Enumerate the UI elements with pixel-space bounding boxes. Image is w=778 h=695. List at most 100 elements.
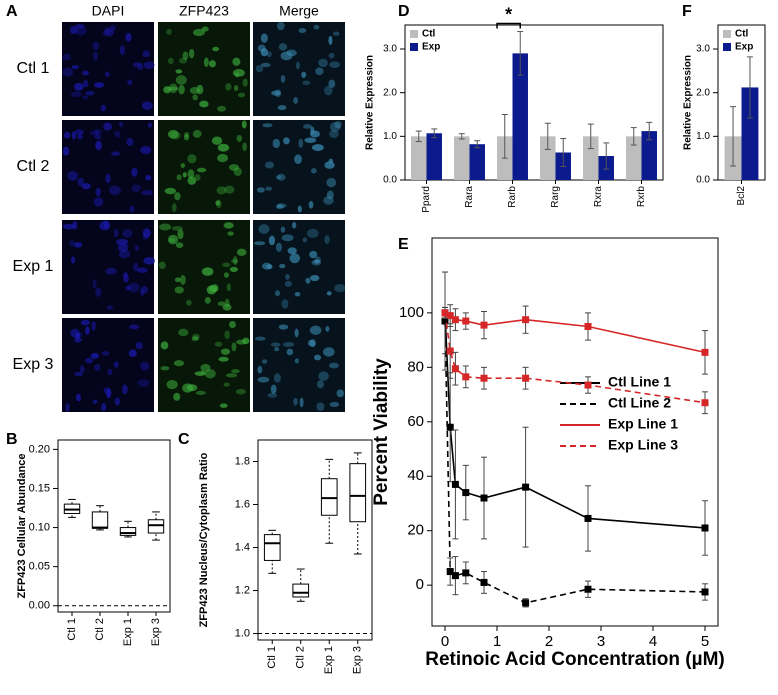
y-tick-label: 3.0	[696, 44, 710, 55]
x-tick-label: Rarg	[550, 186, 561, 208]
cell	[326, 190, 334, 200]
cell	[174, 286, 184, 294]
cell	[170, 131, 181, 140]
cell	[77, 177, 84, 187]
cell	[264, 161, 275, 169]
cell	[128, 349, 137, 357]
cell	[203, 57, 209, 67]
y-tick-label: 1.8	[235, 455, 250, 467]
cell	[223, 382, 230, 387]
y-axis-label: Percent Viability	[371, 358, 392, 506]
cell	[129, 324, 140, 330]
y-tick-label: 1.0	[696, 131, 710, 142]
cell	[310, 339, 316, 348]
cell	[103, 28, 115, 37]
cell	[143, 61, 155, 70]
cell	[328, 79, 336, 89]
y-tick-label: 40	[407, 467, 424, 484]
x-tick-label: Ctl 1	[66, 618, 78, 641]
micrograph	[62, 120, 154, 214]
cell	[302, 237, 308, 243]
cell	[186, 299, 192, 306]
cell	[80, 319, 90, 326]
cell	[309, 250, 318, 259]
cell	[224, 298, 230, 308]
box	[263, 534, 281, 561]
cell	[106, 305, 114, 310]
marker	[522, 483, 530, 491]
cell	[260, 62, 271, 68]
cell	[72, 221, 78, 230]
marker	[701, 588, 709, 596]
marker	[584, 322, 592, 330]
legend-swatch	[723, 43, 731, 51]
cell	[62, 223, 75, 230]
marker	[446, 568, 454, 576]
cell	[69, 26, 78, 35]
x-tick-label: 4	[649, 633, 657, 650]
cell	[178, 84, 185, 95]
cell	[272, 138, 281, 149]
marker	[446, 312, 454, 320]
cell	[174, 192, 181, 201]
cell	[111, 151, 121, 156]
cell	[212, 46, 220, 52]
x-axis-label: Retinoic Acid Concentration (µM)	[425, 649, 724, 670]
cell	[275, 175, 282, 180]
cell	[241, 120, 247, 129]
cell	[182, 383, 194, 393]
cell	[293, 397, 298, 406]
bar	[626, 136, 642, 180]
marker	[446, 347, 454, 355]
cell	[62, 146, 70, 156]
cell	[229, 320, 236, 329]
cell	[177, 229, 184, 240]
row-label: Exp 3	[13, 356, 54, 373]
cell	[236, 248, 247, 257]
cell	[294, 291, 301, 297]
cell	[117, 243, 129, 252]
cell	[227, 231, 234, 236]
cell	[192, 333, 200, 339]
y-tick-label: 60	[407, 413, 424, 430]
y-tick-label: 0.20	[29, 443, 50, 455]
y-tick-label: 2.0	[383, 87, 397, 98]
cell	[71, 65, 79, 70]
legend-swatch	[410, 30, 418, 38]
plot-frame	[431, 237, 719, 627]
y-tick-label: 100	[399, 304, 424, 321]
y-tick-label: 0.10	[29, 521, 50, 533]
cell	[125, 285, 132, 291]
cell	[242, 142, 247, 152]
cell	[103, 220, 110, 230]
marker	[451, 572, 459, 580]
cell	[94, 82, 105, 88]
cell	[233, 256, 238, 266]
significance-mark: *	[505, 4, 512, 24]
cell	[119, 45, 126, 56]
cell	[313, 24, 320, 30]
cell	[216, 199, 222, 209]
cell	[270, 342, 281, 347]
cell	[231, 342, 237, 352]
cell	[289, 253, 301, 264]
x-tick-label: Exp 3	[150, 618, 162, 646]
cell	[173, 392, 181, 401]
cell	[222, 262, 231, 268]
cell	[195, 390, 206, 395]
cell	[187, 154, 197, 164]
cell	[277, 21, 285, 31]
cell	[215, 200, 221, 206]
cell	[209, 284, 219, 293]
cell	[325, 326, 330, 332]
cell	[101, 351, 110, 356]
cell	[256, 187, 265, 193]
cell	[74, 82, 84, 91]
panel-label: D	[398, 3, 410, 20]
cell	[168, 83, 178, 94]
cell	[270, 384, 277, 394]
cell	[257, 376, 270, 383]
cell	[275, 242, 283, 253]
y-tick-label: 80	[407, 358, 424, 375]
cell	[313, 259, 320, 264]
